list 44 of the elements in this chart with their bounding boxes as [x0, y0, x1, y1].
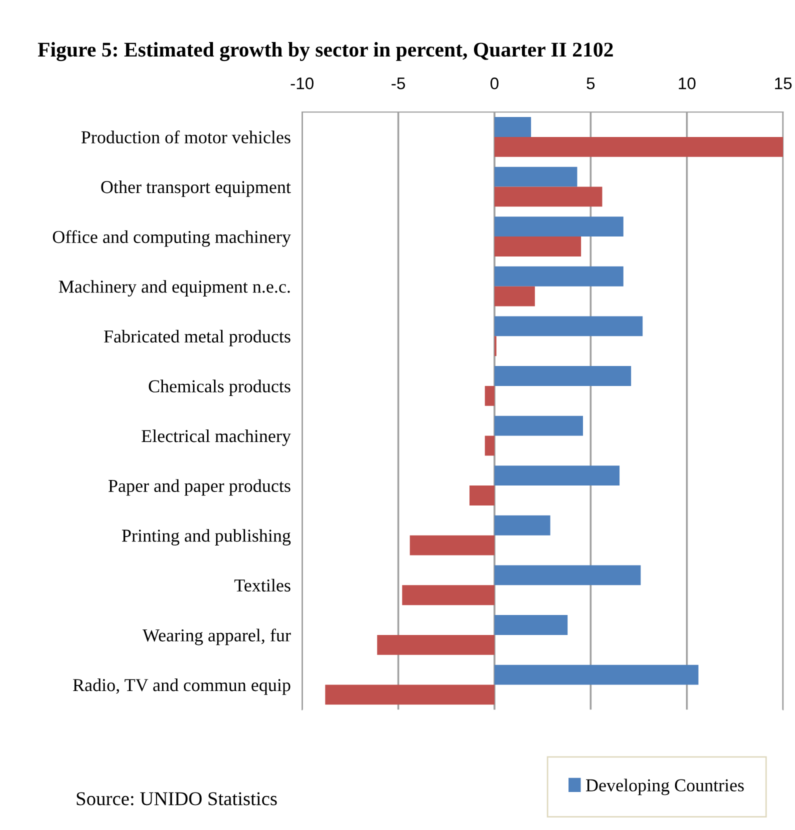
legend-label: Developing Countries — [586, 778, 744, 796]
bar — [494, 266, 624, 286]
y-tick-label: Other transport equipment — [101, 180, 291, 197]
bar — [494, 136, 784, 157]
bar — [484, 436, 494, 456]
bar — [410, 535, 494, 556]
bar — [494, 186, 602, 207]
bar — [494, 664, 698, 685]
chart-title: Figure 5: Estimated growth by sector in percent, Quarter II 2102 — [38, 42, 613, 62]
bar — [494, 166, 578, 187]
y-tick-label: Radio, TV and commun equip — [73, 678, 290, 695]
x-tick-label: 5 — [586, 78, 595, 90]
bar — [377, 634, 494, 655]
y-tick-label: Printing and publishing — [122, 529, 291, 546]
bar — [484, 386, 494, 406]
bar — [494, 366, 632, 386]
bar — [494, 316, 643, 336]
bar — [494, 236, 582, 256]
y-tick-label: Fabricated metal products — [104, 330, 290, 346]
source-note: Source: UNIDO Statistics — [76, 792, 277, 806]
y-tick-label: Machinery and equipment n.e.c. — [58, 280, 290, 297]
y-tick-label: Paper and paper products — [108, 479, 290, 496]
bar — [494, 466, 620, 486]
x-tick-label: -5 — [392, 78, 406, 90]
x-tick-label: 10 — [678, 78, 696, 90]
bar — [494, 416, 583, 436]
bar — [494, 565, 641, 586]
bar — [494, 286, 535, 306]
bar — [402, 585, 494, 606]
bar — [494, 515, 550, 536]
bar — [469, 486, 494, 506]
x-tick-label: 0 — [490, 78, 498, 90]
bar — [325, 684, 494, 705]
x-tick-label: 15 — [775, 78, 792, 90]
bar — [494, 615, 568, 635]
y-tick-label: Textiles — [234, 578, 290, 592]
y-tick-label: Production of motor vehicles — [81, 130, 290, 144]
bar — [494, 117, 532, 137]
x-tick-label: -10 — [290, 78, 314, 90]
y-tick-label: Electrical machinery — [142, 429, 291, 446]
y-tick-label: Office and computing machinery — [52, 230, 291, 247]
bar — [494, 216, 624, 237]
y-tick-label: Chemicals products — [148, 380, 290, 396]
y-tick-label: Wearing apparel, fur — [142, 628, 291, 646]
